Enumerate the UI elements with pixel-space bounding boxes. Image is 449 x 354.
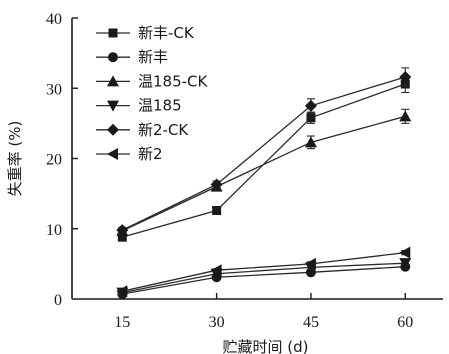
data-point [399,258,412,270]
data-point [212,205,222,215]
y-tick-label: 30 [46,81,62,98]
legend-item: 温185-CK [96,72,209,90]
legend-label: 新丰-CK [138,24,195,42]
data-point [306,113,316,123]
series-line [122,115,406,232]
series-6 [116,246,411,298]
y-tick-label: 40 [46,11,62,28]
legend-item: 新丰 [96,48,168,66]
series-4 [116,258,412,299]
data-point [304,136,317,148]
legend-marker [107,75,119,87]
data-point [116,224,129,237]
y-axis-title: 失重率 (%) [6,121,24,197]
legend-label: 温185-CK [138,72,209,90]
x-tick-label: 45 [303,314,319,331]
x-axis-title: 贮藏时间 (d) [223,338,309,354]
axes: 0 10 20 30 40 15 30 45 60 贮藏时间 (d) 失重率 (%) [6,11,443,354]
x-tick-label: 60 [397,314,413,331]
data-point [304,257,316,270]
y-tick-label: 0 [54,292,62,309]
x-tick-label: 30 [209,314,225,331]
data-point [116,285,128,298]
data-point [210,264,222,277]
series-layer [116,67,412,300]
series-line [122,266,406,295]
legend-marker [107,148,118,160]
data-point [399,110,412,122]
legend-label: 新2 [138,145,163,163]
series-line [122,262,406,294]
series-5 [116,67,412,237]
y-tick-label: 20 [46,152,62,169]
data-point [210,178,223,191]
legend-marker [107,100,119,112]
y-tick-label: 10 [46,222,62,239]
legend-label: 新2-CK [138,121,189,139]
legend-marker [108,28,118,38]
legend-item: 新2 [96,145,163,163]
legend-item: 新2-CK [96,121,189,139]
series-line [122,76,406,231]
legend-marker [107,123,119,136]
legend-marker [108,52,118,63]
legend-label: 新丰 [138,48,168,66]
x-tick-label: 15 [114,314,130,331]
legend-item: 新丰-CK [96,24,195,42]
data-point [399,246,411,259]
data-point [399,71,412,84]
data-point [304,99,317,112]
data-point [117,232,127,242]
legend-item: 温185 [96,97,182,115]
series-line [122,251,406,292]
legend-label: 温185 [138,97,182,115]
